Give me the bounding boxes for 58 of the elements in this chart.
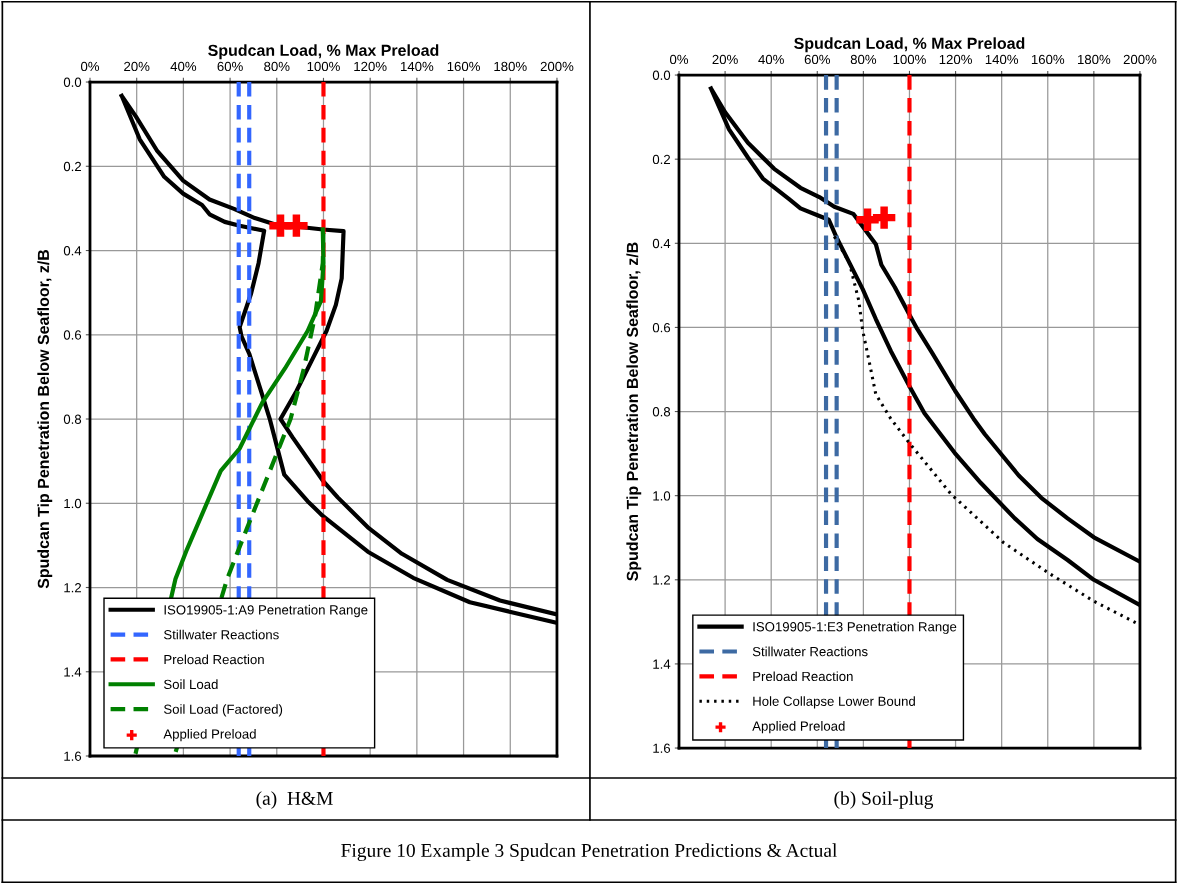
y-tick-label: 0.6 [652,322,671,333]
y-tick-label: 1.6 [64,751,82,761]
text: (a) H&M [256,791,333,809]
y-tick-label: 0.6 [63,330,82,340]
x-axis-title: Spudcan Load, % Max Preload [208,44,439,60]
y-tick-label: 0.0 [652,70,671,80]
x-tick-label: 80% [264,61,290,72]
x-tick-label: 40% [758,54,784,65]
x-tick-label: 20% [712,54,738,65]
text: (b) Soil-plug [834,791,934,809]
legend-label: Stillwater Reactions [752,646,868,657]
x-tick-label: 60% [217,61,243,72]
y-tick-label: 1.0 [64,498,82,509]
y-tick-label: 1.0 [653,491,671,501]
x-tick-label: 100% [307,61,340,72]
y-tick-label: 0.2 [63,161,82,172]
y-tick-label: 0.2 [652,154,671,165]
x-tick-label: 20% [124,61,150,72]
x-tick-label: 200% [540,61,574,72]
legend-label: Soil Load (Factored) [163,704,283,717]
legend-label: Applied Preload [752,721,845,734]
x-tick-label: 0% [80,61,100,72]
legend-label: ISO19905-1:A9 Penetration Range [164,604,368,618]
y-tick-label: 0.0 [63,77,82,87]
legend-label: Stillwater Reactions [163,629,279,640]
legend-label: Preload Reaction [164,654,264,665]
y-tick-label: 0.4 [63,246,82,256]
legend-label: Soil Load [163,679,218,690]
legend-label: ISO19905-1:E3 Penetration Range [753,621,957,635]
x-tick-label: 60% [804,54,831,65]
caption: Figure 10 Example 3 Spudcan Penetration Predictions & Actual [341,843,838,862]
x-tick-label: 120% [354,61,387,72]
x-tick-label: 140% [401,61,434,72]
x-tick-label: 200% [1123,54,1157,65]
y-tick-label: 1.2 [653,575,671,585]
x-tick-label: 160% [447,61,480,72]
y-tick-label: 1.4 [64,667,82,677]
legend-label: Applied Preload [163,729,256,742]
x-tick-label: 160% [1031,54,1065,65]
x-tick-label: 40% [170,61,197,72]
x-tick-label: 180% [1077,54,1111,65]
x-tick-label: 100% [893,54,926,65]
x-tick-label: 140% [985,54,1019,65]
y-tick-label: 1.4 [653,659,671,669]
y-axis-title: Spudcan Tip Penetration Below Seafloor, z/B [37,249,53,589]
y-tick-label: 0.8 [63,414,82,424]
x-axis-title: Spudcan Load, % Max Preload [794,37,1025,53]
x-tick-label: 80% [850,54,877,65]
y-tick-label: 0.8 [652,407,671,417]
y-tick-label: 0.4 [652,238,671,249]
y-axis-title: Spudcan Tip Penetration Below Seafloor, z/B [626,242,642,581]
y-tick-label: 1.6 [653,743,671,753]
x-tick-label: 0% [669,54,689,65]
legend-label: Preload Reaction [753,671,853,682]
legend-label: Hole Collapse Lower Bound [753,696,915,709]
x-tick-label: 180% [494,61,527,72]
x-tick-label: 120% [939,54,972,65]
y-tick-label: 1.2 [64,583,82,593]
